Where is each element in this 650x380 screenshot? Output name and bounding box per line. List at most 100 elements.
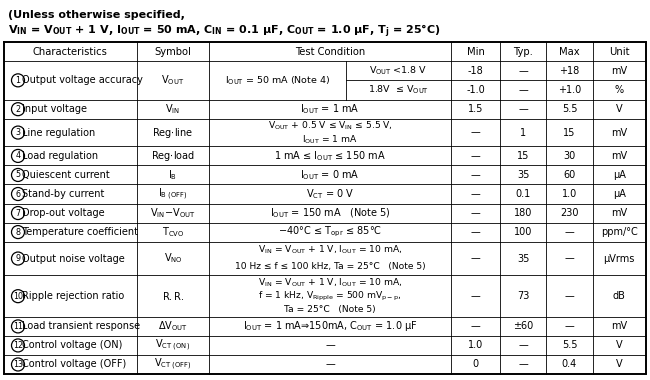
Text: Ta = 25°C   (Note 5): Ta = 25°C (Note 5) — [284, 306, 376, 315]
Text: Symbol: Symbol — [155, 46, 191, 57]
Text: Typ.: Typ. — [514, 46, 534, 57]
Text: 1.0: 1.0 — [468, 340, 484, 350]
Text: 10: 10 — [13, 292, 23, 301]
Text: 0.4: 0.4 — [562, 359, 577, 369]
Text: Max: Max — [559, 46, 580, 57]
Text: 2: 2 — [16, 105, 21, 114]
Text: —: — — [325, 340, 335, 350]
Text: $\mathregular{I_{OUT}}$ = 0 mA: $\mathregular{I_{OUT}}$ = 0 mA — [300, 168, 360, 182]
Text: Drop-out voltage: Drop-out voltage — [22, 208, 105, 218]
Text: 5.5: 5.5 — [562, 340, 577, 350]
Text: 11: 11 — [13, 322, 23, 331]
Text: $\mathregular{I_{OUT}}$ = 1 mA: $\mathregular{I_{OUT}}$ = 1 mA — [302, 133, 358, 146]
Text: —: — — [565, 227, 575, 237]
Text: Temperature coefficient: Temperature coefficient — [22, 227, 138, 237]
Text: mV: mV — [611, 321, 627, 331]
Text: +1.0: +1.0 — [558, 85, 581, 95]
Text: $\mathregular{Reg{\cdot}load}$: $\mathregular{Reg{\cdot}load}$ — [151, 149, 195, 163]
Text: 100: 100 — [514, 227, 532, 237]
Text: $\mathregular{Reg{\cdot}line}$: $\mathregular{Reg{\cdot}line}$ — [152, 125, 194, 139]
Text: 180: 180 — [514, 208, 532, 218]
Text: mV: mV — [611, 66, 627, 76]
Text: —: — — [565, 321, 575, 331]
Text: (Unless otherwise specified,: (Unless otherwise specified, — [8, 10, 185, 20]
Text: %: % — [615, 85, 624, 95]
Text: 1.8V  ≤ $\mathregular{V_{OUT}}$: 1.8V ≤ $\mathregular{V_{OUT}}$ — [368, 84, 429, 96]
Text: 4: 4 — [16, 152, 21, 160]
Text: $\mathregular{V_{NO}}$: $\mathregular{V_{NO}}$ — [164, 252, 183, 265]
Text: 60: 60 — [564, 170, 576, 180]
Text: Output voltage accuracy: Output voltage accuracy — [22, 75, 143, 86]
Text: $\mathregular{I_{OUT}}$ = 1 mA⇒150mA, $\mathregular{C_{OUT}}$ = 1.0 μF: $\mathregular{I_{OUT}}$ = 1 mA⇒150mA, $\… — [243, 320, 417, 333]
Text: ±60: ±60 — [514, 321, 534, 331]
Text: 3: 3 — [16, 128, 21, 137]
Text: —: — — [471, 151, 480, 161]
Text: Output noise voltage: Output noise voltage — [22, 253, 125, 263]
Text: mV: mV — [611, 128, 627, 138]
Text: $\mathregular{V_{CT\ (ON)}}$: $\mathregular{V_{CT\ (ON)}}$ — [155, 338, 190, 353]
Text: V: V — [616, 340, 623, 350]
Text: 9: 9 — [16, 254, 21, 263]
Text: 1: 1 — [521, 128, 526, 138]
Text: —: — — [471, 128, 480, 138]
Text: dB: dB — [613, 291, 626, 301]
Text: $\mathregular{V_{IN}}$ = $\mathregular{V_{OUT}}$ + 1 V, $\mathregular{I_{OUT}}$ : $\mathregular{V_{IN}}$ = $\mathregular{V… — [8, 23, 441, 40]
Text: Load transient response: Load transient response — [22, 321, 140, 331]
Text: —: — — [519, 104, 528, 114]
Text: $\mathregular{I_{B\ (OFF)}}$: $\mathregular{I_{B\ (OFF)}}$ — [158, 186, 188, 202]
Text: 73: 73 — [517, 291, 530, 301]
Text: 30: 30 — [564, 151, 576, 161]
Text: 35: 35 — [517, 253, 530, 263]
Text: —: — — [471, 189, 480, 199]
Text: —: — — [471, 253, 480, 263]
Text: Test Condition: Test Condition — [295, 46, 365, 57]
Text: —: — — [519, 340, 528, 350]
Text: ppm/°C: ppm/°C — [601, 227, 638, 237]
Text: —: — — [519, 85, 528, 95]
Text: 7: 7 — [16, 209, 21, 217]
Text: 13: 13 — [13, 360, 23, 369]
Text: Quiescent current: Quiescent current — [22, 170, 110, 180]
Text: μA: μA — [613, 189, 626, 199]
Text: —: — — [519, 359, 528, 369]
Text: 5.5: 5.5 — [562, 104, 577, 114]
Text: V: V — [616, 104, 623, 114]
Text: Control voltage (ON): Control voltage (ON) — [22, 340, 122, 350]
Text: -18: -18 — [468, 66, 484, 76]
Text: Characteristics: Characteristics — [33, 46, 108, 57]
Text: 6: 6 — [16, 190, 21, 198]
Text: 12: 12 — [13, 341, 23, 350]
Text: $\mathregular{I_B}$: $\mathregular{I_B}$ — [168, 168, 177, 182]
Text: $\mathregular{V_{OUT}}$: $\mathregular{V_{OUT}}$ — [161, 73, 185, 87]
Text: 10 Hz ≤ f ≤ 100 kHz, Ta = 25°C   (Note 5): 10 Hz ≤ f ≤ 100 kHz, Ta = 25°C (Note 5) — [235, 263, 425, 271]
Text: —: — — [471, 321, 480, 331]
Text: 1 mA ≤ $\mathregular{I_{OUT}}$ ≤ 150 mA: 1 mA ≤ $\mathregular{I_{OUT}}$ ≤ 150 mA — [274, 149, 386, 163]
Text: $\mathregular{V_{IN}}\mathregular{-V_{OUT}}$: $\mathregular{V_{IN}}\mathregular{-V_{OU… — [150, 206, 196, 220]
Text: $\mathregular{V_{CT\ (OFF)}}$: $\mathregular{V_{CT\ (OFF)}}$ — [154, 357, 192, 372]
Text: —: — — [565, 253, 575, 263]
Text: $\mathregular{\Delta V_{OUT}}$: $\mathregular{\Delta V_{OUT}}$ — [158, 320, 188, 333]
Text: Load regulation: Load regulation — [22, 151, 98, 161]
Text: μVrms: μVrms — [604, 253, 635, 263]
Text: mV: mV — [611, 151, 627, 161]
Text: $\mathregular{V_{IN}}$: $\mathregular{V_{IN}}$ — [165, 102, 181, 116]
Text: Line regulation: Line regulation — [22, 128, 96, 138]
Text: -1.0: -1.0 — [466, 85, 485, 95]
Text: f = 1 kHz, $\mathregular{V_{Ripple}}$ = 500 mV$\mathregular{_{p-p}}$,: f = 1 kHz, $\mathregular{V_{Ripple}}$ = … — [258, 290, 402, 303]
Text: 35: 35 — [517, 170, 530, 180]
Text: −40°C ≤ $\mathregular{T_{opr}}$ ≤ 85°C: −40°C ≤ $\mathregular{T_{opr}}$ ≤ 85°C — [278, 225, 382, 239]
Text: —: — — [325, 359, 335, 369]
Text: $\mathregular{V_{OUT}}$ <1.8 V: $\mathregular{V_{OUT}}$ <1.8 V — [369, 65, 428, 77]
Text: 1.5: 1.5 — [468, 104, 484, 114]
Text: $\mathregular{V_{OUT}}$ + 0.5 V ≤ $\mathregular{V_{IN}}$ ≤ 5.5 V,: $\mathregular{V_{OUT}}$ + 0.5 V ≤ $\math… — [268, 119, 393, 132]
Text: 15: 15 — [517, 151, 530, 161]
Text: —: — — [519, 66, 528, 76]
Text: —: — — [471, 291, 480, 301]
Text: Min: Min — [467, 46, 485, 57]
Text: —: — — [471, 170, 480, 180]
Text: 1: 1 — [16, 76, 21, 85]
Text: $\mathregular{I_{OUT}}$ = 1 mA: $\mathregular{I_{OUT}}$ = 1 mA — [300, 102, 360, 116]
Text: $\mathregular{I_{OUT}}$ = 150 mA   (Note 5): $\mathregular{I_{OUT}}$ = 150 mA (Note 5… — [270, 206, 390, 220]
Text: —: — — [471, 208, 480, 218]
Text: 15: 15 — [564, 128, 576, 138]
